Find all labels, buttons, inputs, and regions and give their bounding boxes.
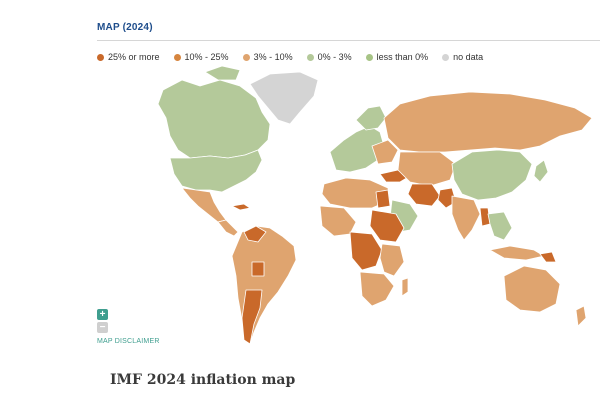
region-pakistan[interactable] (437, 187, 457, 209)
legend-label: 25% or more (108, 52, 160, 62)
region-argentina[interactable] (241, 289, 263, 345)
legend-label: no data (453, 52, 484, 62)
legend-swatch (242, 53, 250, 61)
legend-swatch (173, 53, 181, 61)
legend-item-25-or-more[interactable]: 25% or more (97, 52, 160, 62)
map-title: MAP (2024) (97, 22, 153, 33)
region-scandinavia[interactable] (355, 105, 387, 131)
legend-item-0-3[interactable]: 0% - 3% (306, 52, 352, 62)
region-australia[interactable] (503, 265, 561, 313)
legend-label: less than 0% (376, 52, 429, 62)
region-indonesia[interactable] (489, 245, 545, 261)
region-japan[interactable] (533, 159, 549, 183)
legend-label: 10% - 25% (184, 52, 229, 62)
region-madagascar[interactable] (401, 277, 409, 297)
title-divider (97, 40, 600, 41)
region-canada-alaska[interactable] (157, 79, 271, 159)
legend-item-3-10[interactable]: 3% - 10% (242, 52, 293, 62)
legend-item-less-than-0[interactable]: less than 0% (365, 52, 429, 62)
region-central-asia[interactable] (397, 151, 457, 187)
region-china[interactable] (451, 149, 533, 201)
region-east-africa[interactable] (379, 243, 405, 277)
map-caption: IMF 2024 inflation map (110, 372, 296, 388)
region-egypt[interactable] (375, 189, 391, 209)
region-iran[interactable] (407, 183, 441, 207)
region-bolivia[interactable] (251, 261, 265, 277)
legend-swatch (306, 53, 314, 61)
region-central-america[interactable] (217, 219, 239, 237)
legend-item-10-25[interactable]: 10% - 25% (173, 52, 229, 62)
region-southeast-asia[interactable] (487, 211, 513, 241)
legend-item-no-data[interactable]: no data (442, 52, 483, 62)
zoom-in-button[interactable]: + (97, 309, 108, 320)
region-india[interactable] (451, 195, 481, 241)
region-eastern-europe[interactable] (371, 139, 399, 165)
region-sudan-ethiopia[interactable] (369, 209, 405, 243)
region-canadian-arctic[interactable] (204, 65, 241, 81)
region-central-africa[interactable] (349, 231, 383, 271)
legend-label: 0% - 3% (317, 52, 352, 62)
region-russia[interactable] (383, 91, 593, 153)
legend-swatch (97, 53, 104, 61)
legend-swatch (442, 53, 450, 61)
region-cuba[interactable] (231, 203, 251, 211)
region-papua-new-guinea[interactable] (539, 251, 557, 263)
region-south-america[interactable] (231, 225, 297, 345)
legend-swatch (365, 53, 373, 61)
region-greenland[interactable] (249, 71, 319, 125)
legend-label: 3% - 10% (253, 52, 293, 62)
zoom-out-button[interactable]: − (97, 322, 108, 333)
region-southern-africa[interactable] (359, 271, 395, 307)
map-legend: 25% or more 10% - 25% 3% - 10% 0% - 3% l… (97, 52, 483, 62)
region-venezuela[interactable] (243, 225, 267, 243)
region-usa[interactable] (169, 149, 263, 193)
map-disclaimer-link[interactable]: MAP DISCLAIMER (97, 338, 160, 345)
region-new-zealand[interactable] (575, 305, 587, 327)
region-west-africa[interactable] (319, 205, 357, 237)
region-mexico[interactable] (181, 187, 227, 223)
